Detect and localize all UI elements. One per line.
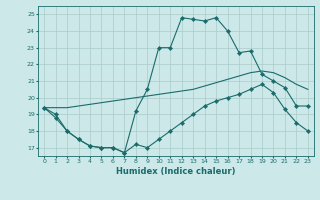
X-axis label: Humidex (Indice chaleur): Humidex (Indice chaleur) bbox=[116, 167, 236, 176]
